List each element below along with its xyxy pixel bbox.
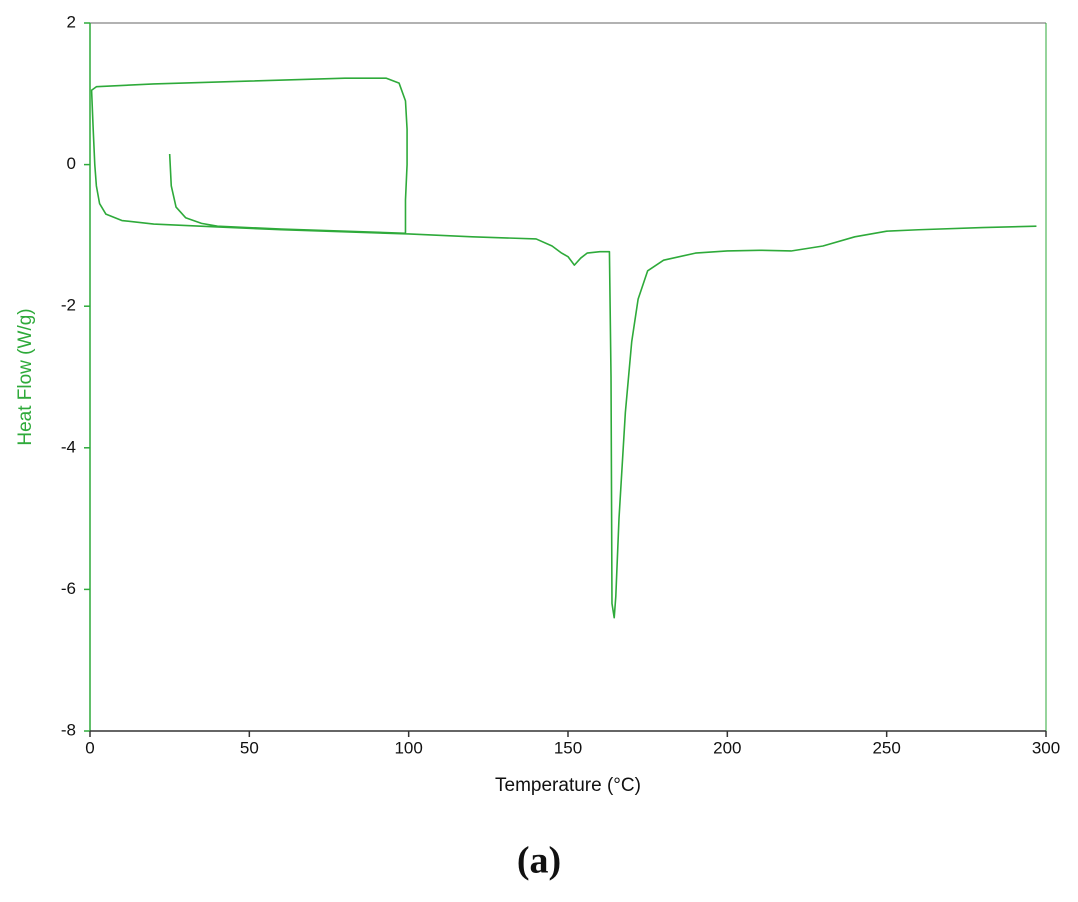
y-tick-label: 2	[67, 12, 76, 31]
x-tick-label: 300	[1032, 738, 1060, 757]
x-tick-label: 0	[85, 738, 94, 757]
y-tick-label: 0	[67, 154, 76, 173]
y-axis-label: Heat Flow (W/g)	[15, 308, 36, 445]
x-tick-label: 100	[394, 738, 422, 757]
caption: (a)	[517, 840, 561, 882]
x-tick-label: 150	[554, 738, 582, 757]
y-tick-label: -8	[61, 720, 76, 739]
y-tick-label: -4	[61, 437, 76, 456]
y-tick-label: -6	[61, 579, 76, 598]
y-tick-label: -2	[61, 296, 76, 315]
data-line	[90, 77, 1037, 619]
x-axis-label: Temperature (°C)	[495, 775, 641, 796]
x-tick-label: 250	[872, 738, 900, 757]
x-tick-label: 50	[240, 738, 259, 757]
x-tick-label: 200	[713, 738, 741, 757]
